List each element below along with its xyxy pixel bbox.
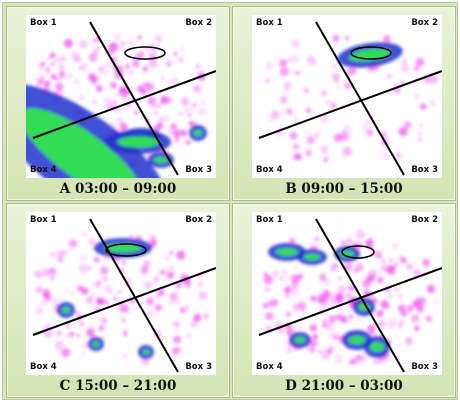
panel-d: Box 1 Box 2 Box 4 Box 3 D 21:00 – 03:00	[232, 203, 456, 398]
heatmap-b	[258, 21, 442, 176]
box-2-label: Box 2	[411, 18, 438, 28]
highlight-ellipse	[105, 243, 147, 257]
box-3-label: Box 3	[411, 362, 438, 372]
caption-b: B 09:00 – 15:00	[285, 181, 403, 197]
panel-b: Box 1 Box 2 Box 4 Box 3 B 09:00 – 15:00	[232, 6, 456, 201]
heat-blobs	[262, 229, 438, 365]
heatmap-c	[32, 218, 216, 373]
panel-a: Box 1 Box 2 Box 4 Box 3 A 03:00 – 09:00	[6, 6, 230, 201]
divider-line-a	[315, 21, 405, 176]
box-4-label: Box 4	[256, 362, 283, 372]
box-2-label: Box 2	[411, 215, 438, 225]
box-4-label: Box 4	[30, 362, 57, 372]
heatmap-panel-d: Box 1 Box 2 Box 4 Box 3	[252, 212, 442, 375]
box-1-label: Box 1	[30, 18, 57, 28]
highlight-ellipse	[341, 245, 375, 259]
divider-line-b	[32, 70, 216, 139]
box-3-label: Box 3	[411, 165, 438, 175]
heatmap-panel-b: Box 1 Box 2 Box 4 Box 3	[252, 15, 442, 178]
heatmap-panel-c: Box 1 Box 2 Box 4 Box 3	[26, 212, 216, 375]
divider-line-a	[89, 21, 179, 176]
caption-d: D 21:00 – 03:00	[285, 378, 403, 394]
divider-line-b	[32, 267, 216, 336]
box-4-label: Box 4	[30, 165, 57, 175]
caption-c: C 15:00 – 21:00	[59, 378, 177, 394]
divider-line-a	[315, 218, 405, 373]
box-1-label: Box 1	[256, 18, 283, 28]
box-4-label: Box 4	[256, 165, 283, 175]
highlight-ellipse	[350, 46, 392, 60]
heatmap-a	[26, 21, 216, 178]
highlight-ellipse	[124, 46, 166, 60]
heat-blobs	[34, 232, 210, 366]
box-3-label: Box 3	[185, 165, 212, 175]
box-1-label: Box 1	[256, 215, 283, 225]
heatmap-panel-a: Box 1 Box 2 Box 4 Box 3	[26, 15, 216, 178]
caption-a: A 03:00 – 09:00	[59, 181, 177, 197]
divider-line-b	[258, 70, 442, 139]
box-2-label: Box 2	[185, 18, 212, 28]
box-2-label: Box 2	[185, 215, 212, 225]
heat-blobs	[26, 33, 207, 178]
box-3-label: Box 3	[185, 362, 212, 372]
panel-c: Box 1 Box 2 Box 4 Box 3 C 15:00 – 21:00	[6, 203, 230, 398]
heatmap-d	[258, 218, 442, 373]
divider-line-b	[258, 267, 442, 336]
box-1-label: Box 1	[30, 215, 57, 225]
divider-line-a	[89, 218, 179, 373]
